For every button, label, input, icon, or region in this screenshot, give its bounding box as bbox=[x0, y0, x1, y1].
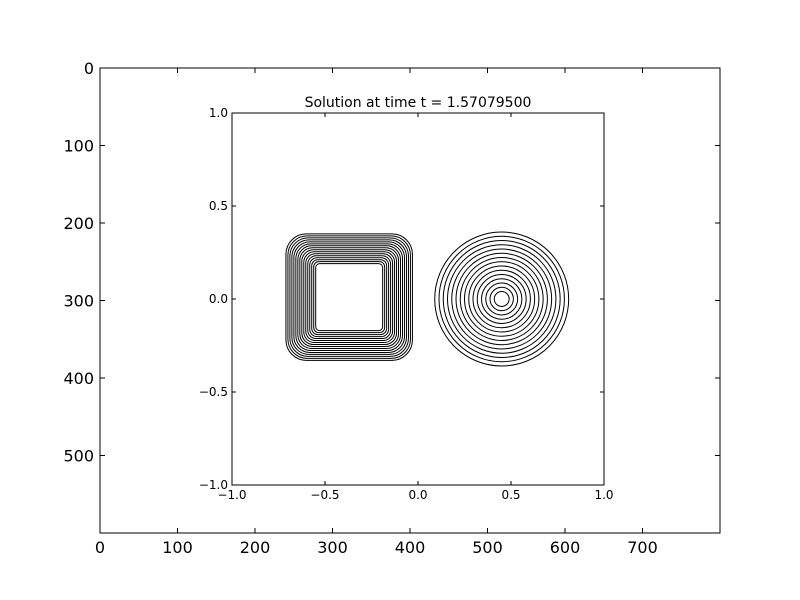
outer-y-tick-label: 200 bbox=[63, 214, 94, 233]
inner-x-tick-label: −1.0 bbox=[217, 488, 246, 502]
contour-line bbox=[291, 239, 407, 355]
outer-x-tick-label: 500 bbox=[472, 538, 503, 557]
contour-line bbox=[311, 259, 388, 336]
contour-line bbox=[476, 274, 527, 324]
contour-line bbox=[485, 282, 519, 316]
outer-y-tick-label: 400 bbox=[63, 369, 94, 388]
outer-x-tick-label: 100 bbox=[162, 538, 193, 557]
chart-title: Solution at time t = 1.57079500 bbox=[305, 95, 532, 111]
outer-y-tick-label: 300 bbox=[63, 292, 94, 311]
inner-x-tick-label: 0.0 bbox=[408, 488, 427, 502]
contour-line bbox=[299, 247, 400, 347]
contour-line bbox=[285, 233, 413, 361]
outer-x-tick-label: 600 bbox=[550, 538, 581, 557]
inner-x-tick-label: −0.5 bbox=[310, 488, 339, 502]
contour-line bbox=[438, 235, 565, 363]
contour-line bbox=[472, 269, 531, 329]
contour-line bbox=[301, 249, 398, 346]
outer-x-tick-label: 200 bbox=[240, 538, 271, 557]
outer-y-tick-label: 100 bbox=[63, 137, 94, 156]
inner-contour-axes: Solution at time t = 1.57079500 −1.0 −0.5 0… bbox=[199, 95, 614, 502]
contour-line bbox=[287, 235, 411, 359]
outer-y-tick-label: 500 bbox=[63, 447, 94, 466]
outer-y-tick-label: 0 bbox=[84, 59, 94, 78]
contour-line bbox=[293, 241, 405, 353]
contour-line bbox=[307, 255, 392, 340]
outer-x-tick-label: 300 bbox=[317, 538, 348, 557]
contour-line bbox=[493, 291, 510, 307]
contour-line bbox=[446, 244, 557, 354]
contour-line bbox=[297, 245, 402, 349]
inner-y-tick-label: 0.5 bbox=[209, 199, 228, 213]
contour-line bbox=[305, 253, 394, 342]
contour-line bbox=[289, 237, 409, 357]
inner-x-tick-label: 1.0 bbox=[594, 488, 613, 502]
contour-line bbox=[464, 261, 540, 337]
rounded-square-contours bbox=[285, 233, 413, 361]
outer-x-tick-label: 700 bbox=[627, 538, 658, 557]
contour-line bbox=[468, 265, 536, 333]
outer-x-tick-label: 400 bbox=[395, 538, 426, 557]
contour-line bbox=[303, 251, 396, 344]
contour-line bbox=[442, 240, 561, 358]
contour-line bbox=[309, 257, 390, 338]
outer-image-axes: 0 100 200 300 400 500 600 700 0 100 200 300 400 500 bbox=[63, 59, 721, 557]
inner-x-tick-label: 0.5 bbox=[501, 488, 520, 502]
inner-y-tick-label: −1.0 bbox=[199, 478, 228, 492]
contour-line bbox=[459, 257, 544, 341]
contour-line bbox=[451, 248, 553, 350]
contour-line bbox=[434, 231, 570, 367]
contour-line bbox=[315, 263, 384, 332]
inner-y-tick-label: 1.0 bbox=[209, 106, 228, 120]
inner-y-tick-label: 0.0 bbox=[209, 292, 228, 306]
contour-line bbox=[455, 252, 548, 346]
contour-line bbox=[313, 261, 386, 334]
inner-y-tick-label: −0.5 bbox=[199, 385, 228, 399]
contour-line bbox=[489, 286, 514, 312]
contour-line bbox=[481, 278, 523, 320]
outer-x-tick-label: 0 bbox=[95, 538, 105, 557]
circle-contours bbox=[434, 231, 570, 367]
contour-line bbox=[295, 243, 403, 351]
